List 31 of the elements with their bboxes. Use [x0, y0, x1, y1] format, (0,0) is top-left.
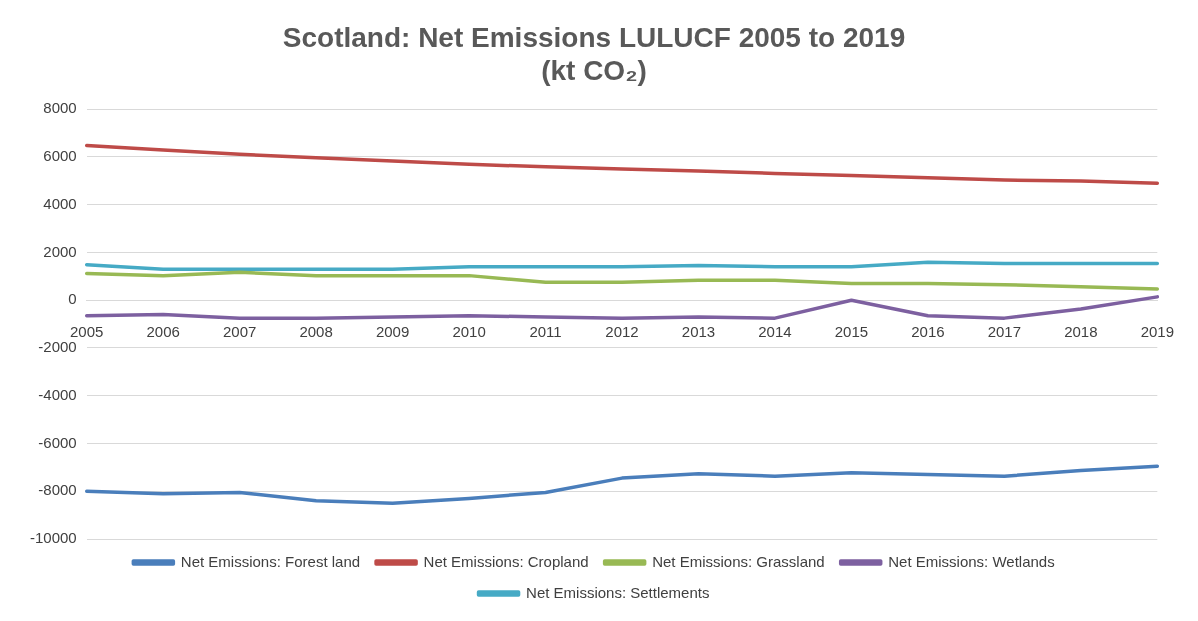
x-tick-label: 2019: [1140, 323, 1174, 341]
y-tick-label: 6000: [43, 147, 77, 165]
y-tick-label: 4000: [43, 194, 77, 212]
x-tick-label: 2009: [375, 323, 410, 341]
x-tick-label: 2012: [605, 323, 639, 341]
x-tick-label: 2006: [146, 323, 180, 341]
x-tick-label: 2011: [529, 323, 562, 341]
y-tick-label: -2000: [38, 338, 77, 356]
y-tick-label: 2000: [43, 242, 77, 260]
legend-label: Net Emissions: Cropland: [423, 552, 589, 570]
legend-label: Net Emissions: Settlements: [526, 583, 710, 601]
x-tick-label: 2008: [299, 323, 333, 341]
y-tick-label: -10000: [29, 529, 77, 547]
y-tick-label: 8000: [43, 99, 77, 117]
x-tick-label: 2018: [1064, 323, 1098, 341]
chart-title: Scotland: Net Emissions LULUCF 2005 to 2019 (kt CO₂): [282, 21, 906, 87]
y-tick-label: -4000: [38, 385, 77, 403]
y-tick-label: -8000: [38, 481, 77, 499]
legend-label: Net Emissions: Grassland: [652, 552, 825, 570]
legend-label: Net Emissions: Forest land: [180, 552, 361, 570]
y-tick-label: -6000: [38, 433, 77, 451]
legend-label: Net Emissions: Wetlands: [888, 552, 1055, 570]
x-tick-label: 2007: [222, 323, 257, 341]
x-tick-label: 2017: [987, 323, 1022, 341]
x-tick-label: 2013: [681, 323, 716, 341]
y-tick-label: 0: [68, 290, 77, 308]
x-tick-label: 2016: [911, 323, 945, 341]
x-tick-label: 2015: [834, 323, 869, 341]
x-tick-label: 2010: [452, 323, 486, 341]
x-tick-label: 2014: [758, 323, 792, 341]
x-tick-label: 2005: [70, 323, 104, 341]
